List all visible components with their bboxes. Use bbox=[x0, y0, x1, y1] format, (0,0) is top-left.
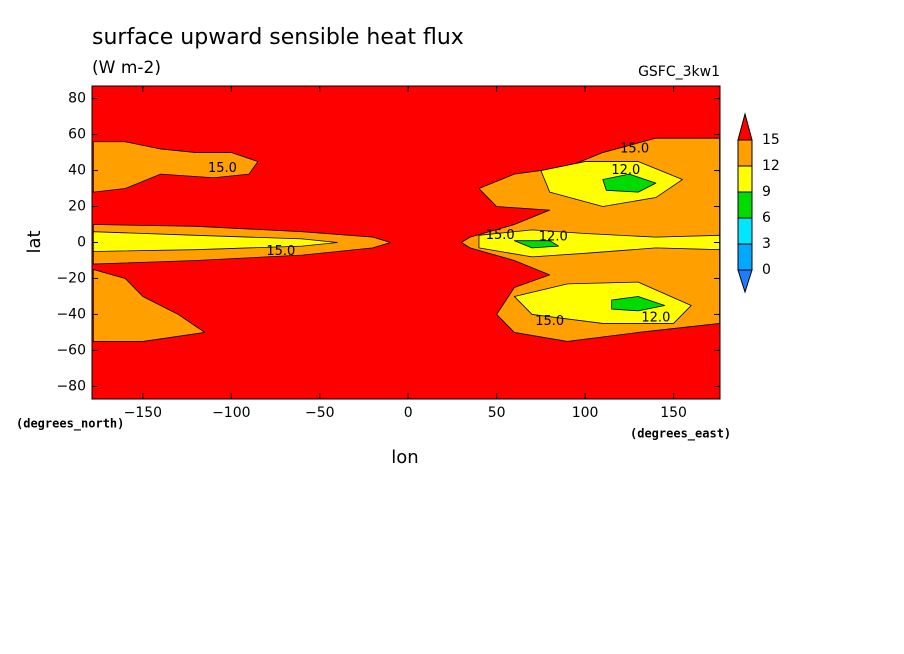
colorbar-label: 12 bbox=[762, 158, 780, 174]
x-tick-label: 100 bbox=[572, 405, 599, 421]
x-tick-label: −50 bbox=[305, 405, 335, 421]
colorbar-under bbox=[737, 269, 753, 294]
colorbar-segment bbox=[737, 165, 753, 193]
contour-region bbox=[92, 269, 206, 342]
y-tick-label: −60 bbox=[56, 342, 86, 358]
y-units: (degrees_north) bbox=[16, 417, 124, 432]
y-tick-label: 20 bbox=[68, 199, 86, 215]
contour-region bbox=[92, 231, 338, 252]
y-tick-label: 60 bbox=[68, 127, 86, 143]
x-tick-label: −150 bbox=[124, 405, 162, 421]
colorbar-over bbox=[737, 112, 753, 141]
chart-subtitle: (W m-2) bbox=[92, 58, 161, 78]
x-tick-label: 0 bbox=[404, 405, 413, 421]
x-units: (degrees_east) bbox=[630, 427, 731, 442]
contour-label: 15.0 bbox=[535, 314, 564, 329]
contour-label: 15.0 bbox=[620, 141, 649, 156]
colorbar-label: 15 bbox=[762, 132, 780, 148]
colorbar-label: 0 bbox=[762, 262, 771, 278]
x-axis-label: lon bbox=[391, 447, 418, 468]
y-axis-label: lat bbox=[24, 230, 45, 253]
contour-label: 15.0 bbox=[266, 244, 295, 259]
colorbar-label: 6 bbox=[762, 210, 771, 226]
contour-region bbox=[611, 296, 666, 312]
x-tick-label: 150 bbox=[660, 405, 687, 421]
contour-region bbox=[92, 141, 259, 193]
contour-label: 15.0 bbox=[208, 161, 237, 176]
contour-region bbox=[602, 173, 657, 193]
colorbar-label: 3 bbox=[762, 236, 771, 252]
colorbar-segment bbox=[737, 243, 753, 271]
contour-region bbox=[513, 240, 559, 249]
x-tick-label: −100 bbox=[212, 405, 250, 421]
y-tick-label: 80 bbox=[68, 91, 86, 107]
colorbar-segment bbox=[737, 139, 753, 167]
model-name: GSFC_3kw1 bbox=[638, 64, 720, 80]
y-tick-label: −40 bbox=[56, 306, 86, 322]
colorbar-label: 9 bbox=[762, 184, 771, 200]
colorbar-segment bbox=[737, 217, 753, 245]
contour-label: 15.0 bbox=[486, 228, 515, 243]
y-tick-label: 0 bbox=[77, 235, 86, 251]
contour-region bbox=[513, 281, 692, 324]
x-tick-label: 50 bbox=[488, 405, 506, 421]
contour-label: 12.0 bbox=[641, 311, 670, 326]
y-tick-label: −80 bbox=[56, 378, 86, 394]
contour-label: 12.0 bbox=[539, 230, 568, 245]
chart-title: surface upward sensible heat flux bbox=[92, 25, 464, 50]
y-tick-label: 40 bbox=[68, 163, 86, 179]
y-tick-label: −20 bbox=[56, 270, 86, 286]
contour-label: 12.0 bbox=[611, 163, 640, 178]
colorbar-segment bbox=[737, 191, 753, 219]
